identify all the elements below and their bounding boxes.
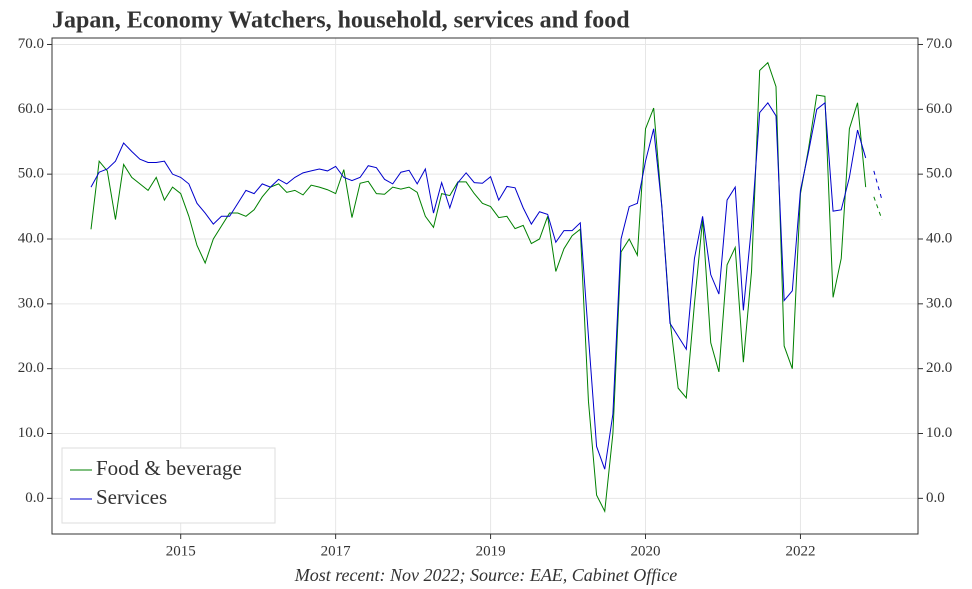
y2-tick-label: 20.0 [926, 360, 952, 376]
y-tick-label: 60.0 [18, 101, 44, 117]
legend-box [61, 447, 276, 524]
legend-label: Services [96, 485, 167, 509]
x-tick-label: 2020 [631, 543, 661, 559]
x-tick-label: 2017 [321, 543, 352, 559]
y2-tick-label: 50.0 [926, 166, 952, 182]
legend: Food & beverage Services [61, 447, 276, 524]
y-tick-label: 30.0 [18, 295, 44, 311]
y-tick-label: 70.0 [18, 36, 44, 52]
footer: Most recent: Nov 2022; Source: EAE, Cabi… [294, 565, 678, 585]
x-tick-label: 2019 [476, 543, 506, 559]
y2-tick-label: 60.0 [926, 101, 952, 117]
chart-title: Japan, Economy Watchers, household, serv… [52, 8, 630, 34]
y-tick-label: 10.0 [18, 425, 44, 441]
y-tick-label: 0.0 [25, 490, 44, 506]
forecast-line [873, 196, 883, 220]
x-tick-label: 2022 [785, 543, 815, 559]
line [90, 101, 867, 470]
line [90, 61, 867, 514]
y2-tick-label: 0.0 [926, 490, 945, 506]
y-tick-label: 50.0 [18, 166, 44, 182]
y-tick-label: 20.0 [18, 360, 44, 376]
forecast-line [873, 170, 883, 201]
y-tick-label: 40.0 [18, 230, 44, 246]
x-tick-label: 2015 [166, 543, 196, 559]
legend-label: Food & beverage [96, 456, 242, 480]
plot-frame [51, 37, 919, 535]
y2-tick-label: 40.0 [926, 230, 952, 246]
y2-tick-label: 30.0 [926, 295, 952, 311]
y2-tick-label: 70.0 [926, 36, 952, 52]
y2-tick-label: 10.0 [926, 425, 952, 441]
